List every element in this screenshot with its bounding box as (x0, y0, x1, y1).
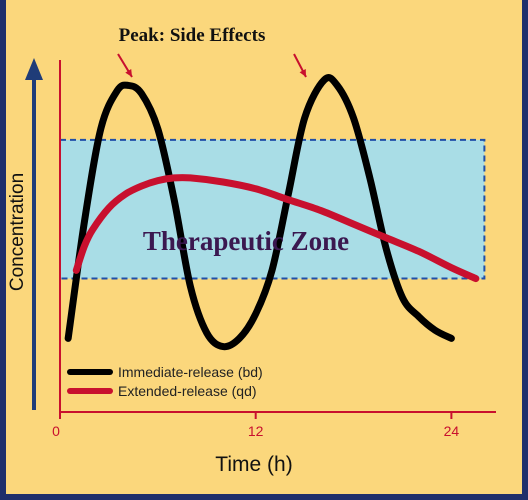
therapeutic-zone-label: Therapeutic Zone (143, 226, 349, 256)
peak-annotation: Peak: Side Effects (119, 25, 266, 46)
y-axis-title: Concentration (7, 173, 28, 291)
peak-arrow-head-2 (299, 69, 306, 77)
pk-chart: 0 12 24 Therapeutic Zone Peak: Side Effects… (7, 25, 496, 476)
x-tick-label: 12 (248, 423, 264, 439)
extended-release-line (72, 173, 480, 283)
immediate-release-line (64, 74, 455, 351)
y-axis-arrow-head (25, 58, 43, 80)
x-tick-label: 24 (444, 423, 460, 439)
x-tick-label: 0 (52, 423, 60, 439)
legend-label-1: Immediate-release (bd) (118, 364, 263, 380)
peak-arrow-head-1 (125, 69, 132, 77)
legend-label-2: Extended-release (qd) (118, 383, 257, 399)
x-axis-title: Time (h) (215, 453, 292, 476)
chart-canvas: 0 12 24 Therapeutic Zone Peak: Side Effects… (6, 0, 522, 494)
